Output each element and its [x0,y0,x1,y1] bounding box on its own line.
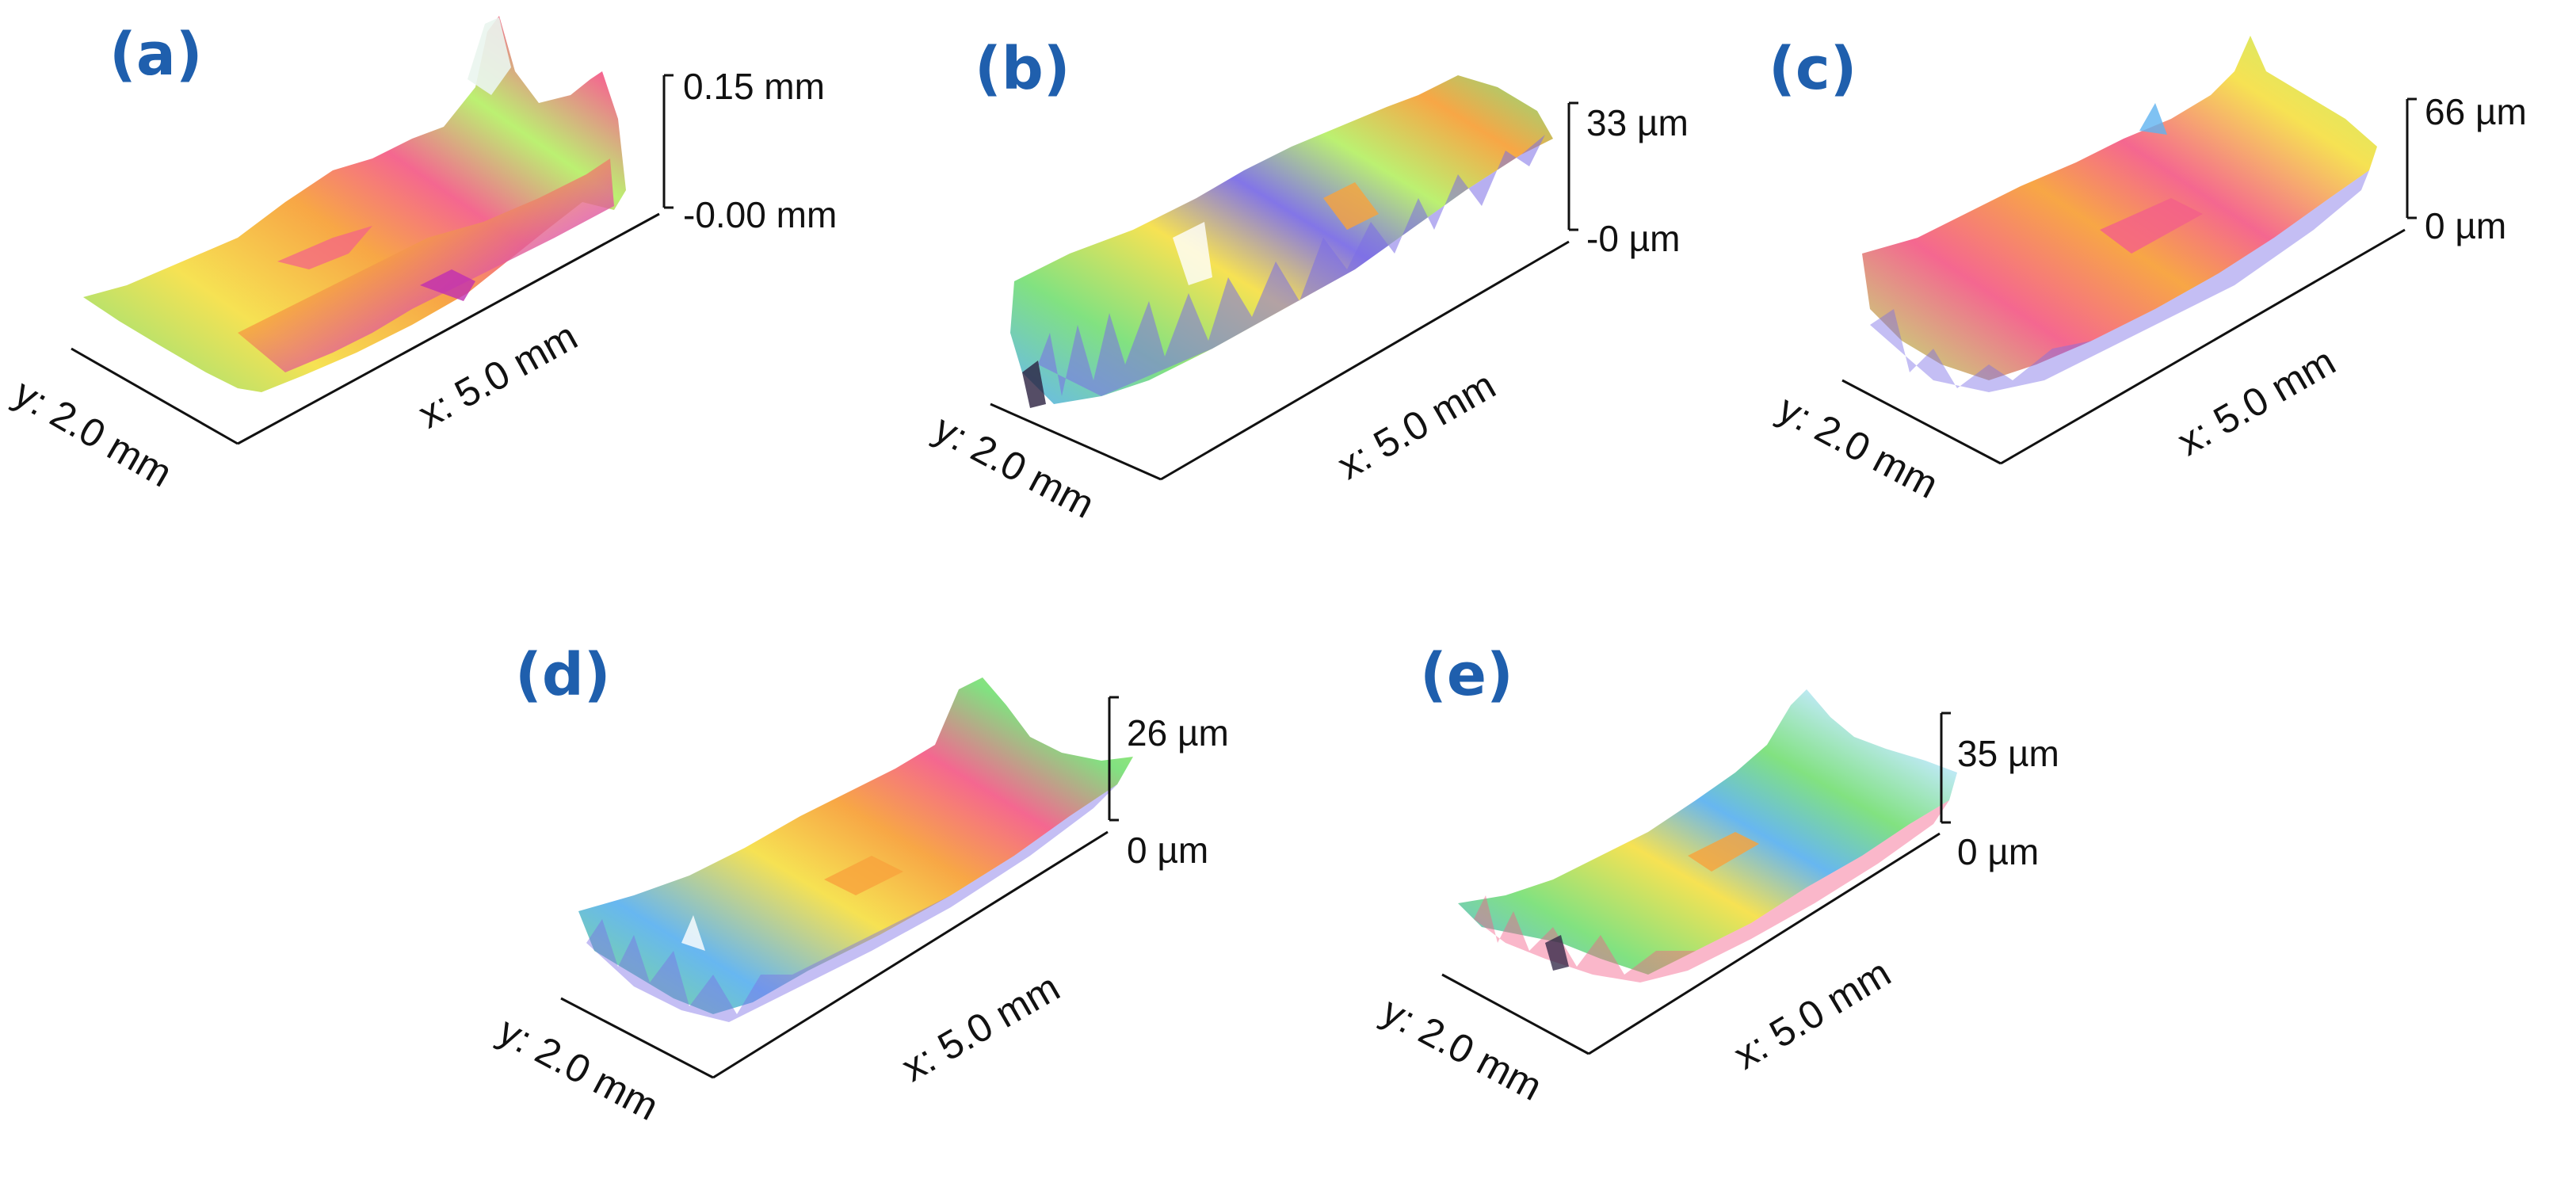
panel-d: (d) 26 µm 0 µm x: 5.0 mm y: 2.0 mm [475,602,1347,1179]
z-axis-max-label: 33 µm [1586,102,1689,143]
surface-plot [990,75,1578,481]
z-axis-min-label: -0 µm [1586,218,1681,259]
y-axis-line [990,403,1162,481]
panel-c: (c) 66 µm 0 µm x: 5.0 mm y: 2.0 mm [1759,0,2576,555]
surface-highlight [1173,222,1212,285]
surface-hot [824,856,903,895]
panel-letter: (b) [975,35,1070,103]
surface-peak [467,17,511,95]
surface-hot [1323,182,1379,230]
surface-body [1862,36,2377,380]
panel-e: (e) 35 µm 0 µm x: 5.0 mm y: 2.0 mm [1375,602,2179,1179]
y-axis-line [1841,379,2002,465]
surface-hot [1688,832,1759,872]
surface-pit [1022,361,1046,408]
z-axis-min-label: 0 µm [1127,830,1209,871]
surface-body [578,677,1133,1014]
surface-plot [1441,689,1957,1055]
panel-b: (b) 33 µm -0 µm x: 5.0 mm y: 2.0 mm [911,0,1759,555]
y-axis-line [560,997,714,1079]
surface-dip [420,269,475,301]
surface-highlight [277,226,372,269]
z-axis-max-label: 0.15 mm [683,66,825,107]
surface-plot [71,16,674,445]
surface-ridge [238,158,614,372]
surface-pit [1545,935,1569,971]
surface-highlight [681,915,705,951]
x-axis-line [237,212,660,445]
surface-hot [2100,198,2203,254]
panel-a: (a) [0,0,911,555]
y-axis-line [71,347,239,445]
z-axis-min-label: 0 µm [2425,205,2507,246]
panel-letter: (c) [1769,35,1857,103]
z-axis-max-label: 35 µm [1957,733,2059,774]
surface-plot [1841,36,2417,465]
z-axis-min-label: 0 µm [1957,831,2040,872]
z-axis-max-label: 26 µm [1127,712,1229,754]
x-axis-line [712,830,1109,1079]
surface-plot [560,677,1133,1079]
panel-letter: (d) [515,641,611,709]
z-axis-min-label: -0.00 mm [683,194,838,235]
surface-body [1458,689,1957,975]
panel-letter: (a) [109,21,203,89]
surface-body [83,16,626,392]
y-axis-line [1441,973,1589,1055]
z-axis-max-label: 66 µm [2425,91,2527,132]
x-axis-line [2000,228,2406,465]
panel-letter: (e) [1420,641,1513,709]
surface-spikes [1038,135,1545,396]
x-axis-line [1588,832,1941,1055]
surface-body [1010,75,1553,404]
surface-spikes [1474,800,1949,982]
x-axis-line [1160,240,1570,481]
surface-peak [2139,103,2167,135]
